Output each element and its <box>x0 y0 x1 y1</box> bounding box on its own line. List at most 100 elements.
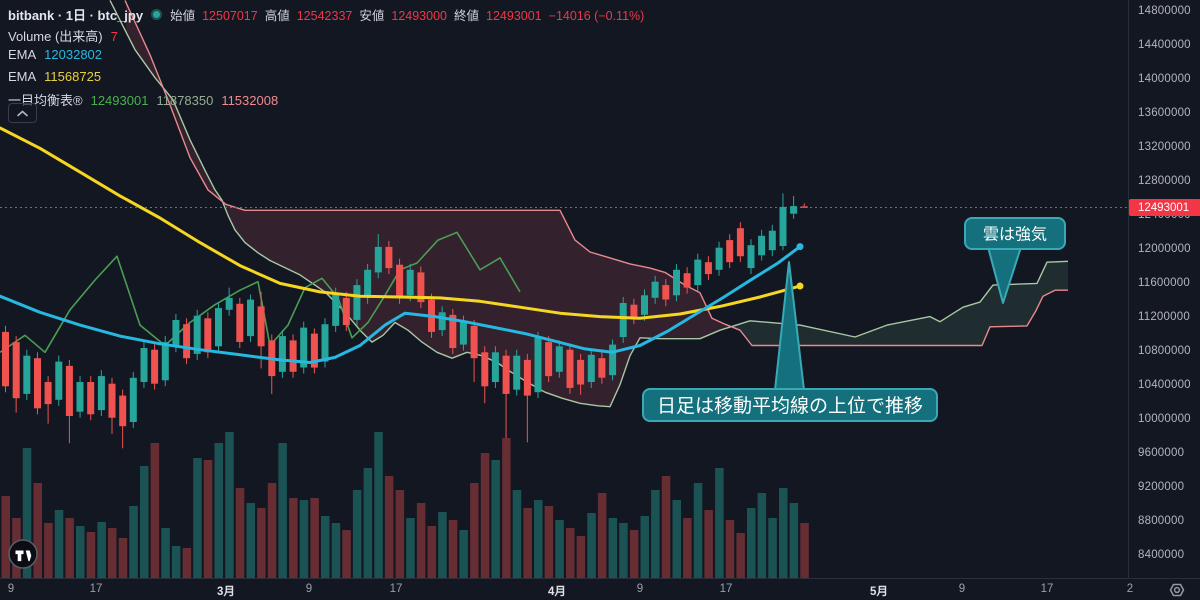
price-tick-label: 12800000 <box>1138 174 1191 187</box>
legend-ema-slow[interactable]: EMA 11568725 <box>8 69 101 84</box>
ichimoku-cloud-bearish <box>126 2 729 407</box>
candle-body <box>97 376 105 411</box>
candle-body <box>800 206 808 208</box>
candle-body <box>598 358 606 378</box>
candle-body <box>683 273 691 288</box>
candle-body <box>183 324 191 359</box>
price-tick-label: 14400000 <box>1138 38 1191 51</box>
candle-body <box>23 355 31 394</box>
candle-body <box>396 264 404 298</box>
legend-ema-fast[interactable]: EMA 12032802 <box>8 47 102 62</box>
volume-bar <box>193 458 202 578</box>
volume-bar <box>108 528 117 578</box>
volume-bar <box>384 476 394 578</box>
candle-body <box>470 325 478 359</box>
last-price-tag: 12493001 <box>1129 199 1200 216</box>
price-tick-label: 11600000 <box>1138 276 1190 289</box>
volume-bar <box>640 516 649 578</box>
volume-bar <box>395 490 405 578</box>
volume-bar <box>214 443 223 578</box>
volume-bar <box>363 468 373 578</box>
chart-region[interactable]: 雲は強気 日足は移動平均線の上位で推移 bitbank · 1日 · btc_jp… <box>0 0 1128 578</box>
candle-body <box>236 303 244 342</box>
volume-bar <box>693 483 703 578</box>
volume-bar <box>203 460 213 578</box>
callout-box[interactable] <box>642 388 938 422</box>
volume-bar <box>704 510 713 578</box>
candle-body <box>289 340 297 372</box>
volume-bar <box>597 493 607 578</box>
candle-body <box>694 259 702 286</box>
volume-bar <box>1 496 10 578</box>
ema2-value: 11568725 <box>44 69 102 84</box>
ema1-value: 12032802 <box>44 47 103 62</box>
symbol-title[interactable]: bitbank · 1日 · btc_jpy <box>8 8 144 23</box>
tradingview-logo[interactable] <box>7 538 39 575</box>
legend-ichimoku[interactable]: 一目均衡表® 12493001 11878350 11532008 <box>8 90 278 109</box>
ichimoku-value-1: 12493001 <box>90 93 149 108</box>
candle-body <box>417 272 425 303</box>
low-label: 安値 <box>359 9 385 23</box>
volume-bar <box>331 523 341 578</box>
volume-bar <box>310 498 319 578</box>
volume-bar <box>800 523 809 578</box>
candle-body <box>374 246 382 273</box>
candle-body <box>651 281 659 298</box>
time-axis[interactable]: 9 17 3月 9 17 4月 9 17 5月 9 17 2 <box>0 578 1200 600</box>
legend-volume[interactable]: Volume (出来高) 7 <box>8 26 118 45</box>
volume-bar <box>76 526 85 578</box>
price-tick-label: 9600000 <box>1138 446 1185 459</box>
candle-body <box>151 349 159 384</box>
volume-bar <box>576 536 586 578</box>
candle-body <box>715 247 723 270</box>
volume-bar <box>416 503 426 578</box>
candle-body <box>342 297 350 326</box>
volume-bar <box>523 508 532 578</box>
volume-bar <box>768 518 777 578</box>
volume-bar <box>459 530 468 578</box>
ema-fast-line <box>0 245 802 364</box>
open-value: 12507017 <box>202 9 258 23</box>
volume-bar <box>789 503 799 578</box>
ema-fast-endpoint <box>796 243 804 251</box>
volume-bar <box>534 500 543 578</box>
callout-box[interactable] <box>964 217 1066 250</box>
candle-body <box>300 327 308 368</box>
candle-body <box>76 382 84 412</box>
volume-bar <box>438 512 447 578</box>
volume-bar <box>225 432 234 578</box>
time-tick-label: 17 <box>719 583 733 595</box>
time-tick-label: 3月 <box>217 586 235 598</box>
candle-body <box>502 355 510 394</box>
price-tick-label: 14800000 <box>1138 4 1191 17</box>
high-label: 高値 <box>264 9 290 23</box>
candle-body <box>779 206 787 246</box>
candle-body <box>790 206 798 214</box>
candle-body <box>278 336 286 372</box>
volume-bar <box>118 538 128 578</box>
price-tick-label: 8400000 <box>1138 548 1185 561</box>
time-tick-label: 9 <box>7 583 15 595</box>
candle-body <box>140 348 148 382</box>
price-axis[interactable]: 14800000 14400000 14000000 13600000 13200000… <box>1128 0 1200 578</box>
volume-bar <box>736 533 745 578</box>
volume-bar <box>608 518 618 578</box>
volume-bar <box>289 498 298 578</box>
senkou-a-line <box>109 0 1069 408</box>
change-value: −14016 (−0.11%) <box>548 9 645 23</box>
volume-bar <box>619 523 628 578</box>
volume-bar <box>86 532 96 578</box>
volume-bar <box>555 520 564 578</box>
volume-bar <box>33 483 42 578</box>
visibility-toggle[interactable] <box>1168 581 1186 600</box>
legend-collapse-button[interactable] <box>8 103 37 123</box>
candle-body <box>459 321 467 345</box>
candle-body <box>566 349 574 388</box>
price-tick-label: 14000000 <box>1138 72 1191 85</box>
price-tick-label: 8800000 <box>1138 514 1185 527</box>
candle-body <box>364 269 372 298</box>
close-label: 終値 <box>454 9 480 23</box>
candle-body <box>406 269 414 296</box>
candle-body <box>513 355 521 390</box>
